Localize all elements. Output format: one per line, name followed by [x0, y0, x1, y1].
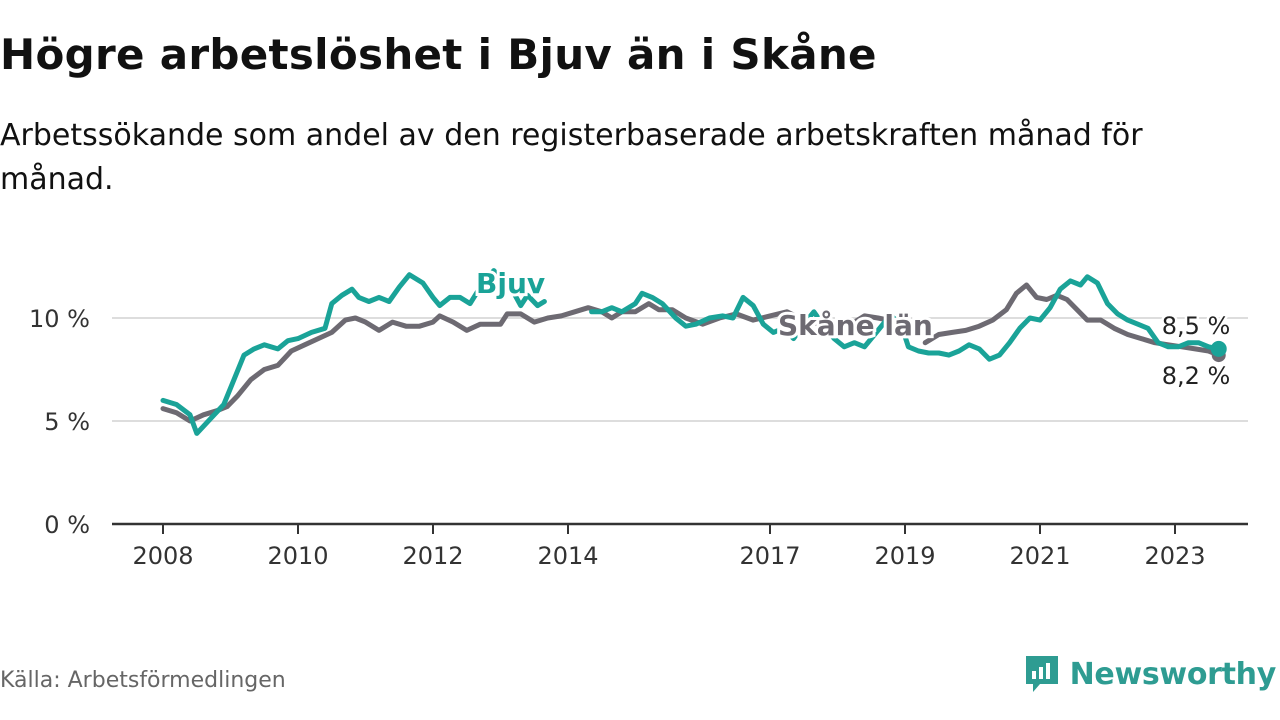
y-tick-label: 10 % [29, 305, 90, 333]
brand-logo[interactable]: Newsworthy [1024, 654, 1276, 694]
x-tick-label: 2014 [537, 542, 598, 570]
x-tick-label: 2021 [1009, 542, 1070, 570]
y-tick-label: 5 % [44, 408, 90, 436]
series-label-bjuv: Bjuv [476, 267, 545, 300]
y-tick-label: 0 % [44, 511, 90, 539]
series-label-skane: Skåne län [778, 309, 933, 342]
chart-subtitle: Arbetssökande som andel av den registerb… [0, 118, 1143, 197]
x-tick-label: 2017 [739, 542, 800, 570]
end-point-bjuv [1210, 340, 1227, 357]
series-line-skane [160, 301, 891, 424]
source-note: Källa: Arbetsförmedlingen [0, 668, 286, 693]
series-line-bjuv-3 [889, 274, 1222, 362]
chart-title: Högre arbetslöshet i Bjuv än i Skåne [0, 30, 877, 79]
brand-name: Newsworthy [1069, 656, 1277, 692]
x-tick-label: 2023 [1144, 542, 1205, 570]
end-label-bjuv: 8,5 % [1162, 312, 1231, 340]
x-tick-label: 2010 [267, 542, 328, 570]
x-tick-label: 2008 [132, 542, 193, 570]
x-tick-label: 2012 [402, 542, 463, 570]
x-tick-label: 2019 [874, 542, 935, 570]
series-line-bjuv [160, 268, 547, 436]
series-line-bjuv [589, 290, 891, 350]
end-label-skane: 8,2 % [1162, 362, 1231, 390]
newsworthy-logo-icon [1025, 656, 1058, 692]
